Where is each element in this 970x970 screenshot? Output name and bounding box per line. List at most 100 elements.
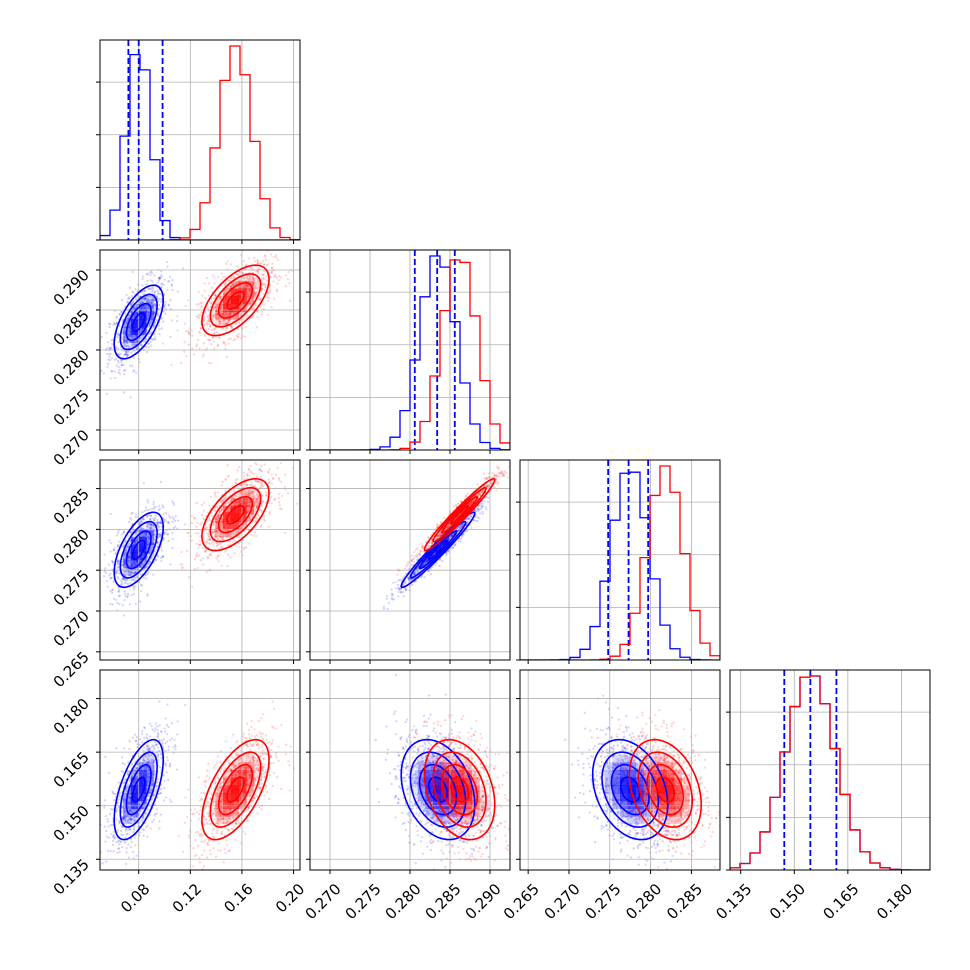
scatter-point bbox=[115, 598, 118, 602]
density-cell bbox=[207, 311, 216, 320]
scatter-point bbox=[203, 509, 206, 512]
scatter-point bbox=[132, 349, 135, 353]
density-cell bbox=[138, 296, 147, 305]
scatter-point bbox=[130, 539, 134, 542]
scatter-point bbox=[272, 255, 275, 258]
scatter-point bbox=[169, 335, 172, 338]
scatter-point bbox=[266, 299, 270, 302]
scatter-point bbox=[225, 262, 228, 265]
scatter-point bbox=[252, 291, 256, 294]
scatter-point bbox=[127, 554, 130, 557]
scatter-point bbox=[159, 306, 163, 309]
scatter-point bbox=[225, 322, 228, 325]
scatter-point bbox=[147, 342, 150, 345]
scatter-point bbox=[249, 525, 252, 528]
scatter-point bbox=[128, 315, 131, 318]
density-cell bbox=[130, 303, 139, 312]
scatter-point bbox=[191, 334, 194, 337]
scatter-point bbox=[206, 315, 209, 319]
scatter-point bbox=[203, 501, 206, 504]
scatter-point bbox=[460, 525, 463, 528]
scatter-point bbox=[218, 510, 221, 513]
scatter-point bbox=[161, 282, 164, 285]
scatter-point bbox=[132, 334, 135, 337]
scatter-point bbox=[261, 310, 264, 313]
scatter-point bbox=[147, 314, 150, 317]
scatter-point bbox=[150, 298, 153, 302]
scatter-point bbox=[231, 283, 235, 286]
density-cell bbox=[246, 288, 255, 297]
scatter-point bbox=[123, 369, 126, 372]
density-cell bbox=[456, 521, 465, 530]
scatter-point bbox=[174, 515, 177, 518]
scatter-point bbox=[116, 321, 119, 324]
scatter-point bbox=[110, 370, 114, 373]
scatter-point bbox=[167, 304, 170, 307]
scatter-point bbox=[232, 277, 235, 280]
scatter-point bbox=[152, 533, 155, 536]
scatter-point bbox=[219, 538, 222, 542]
scatter-point bbox=[152, 338, 156, 341]
density-cell bbox=[138, 311, 147, 320]
scatter-point bbox=[492, 474, 496, 477]
scatter-point bbox=[234, 482, 237, 485]
scatter-point bbox=[123, 339, 126, 342]
scatter-point bbox=[246, 283, 250, 286]
scatter-point bbox=[163, 303, 166, 306]
scatter-point bbox=[496, 465, 499, 469]
scatter-point bbox=[149, 526, 152, 529]
scatter-point bbox=[109, 550, 112, 553]
scatter-point bbox=[220, 306, 223, 309]
scatter-point bbox=[254, 496, 257, 499]
scatter-point bbox=[253, 504, 256, 508]
scatter-point bbox=[202, 517, 205, 521]
scatter-point bbox=[128, 520, 131, 524]
scatter-point bbox=[201, 546, 204, 549]
scatter-point bbox=[211, 274, 215, 277]
density-cell bbox=[230, 513, 239, 522]
scatter-point bbox=[153, 332, 156, 336]
scatter-point bbox=[238, 313, 241, 316]
scatter-point bbox=[246, 501, 249, 504]
scatter-point bbox=[119, 352, 122, 356]
scatter-point bbox=[150, 290, 154, 294]
scatter-point bbox=[113, 358, 116, 362]
scatter-point bbox=[205, 570, 208, 574]
scatter-point bbox=[125, 350, 128, 353]
scatter-point bbox=[141, 517, 145, 521]
scatter-point bbox=[146, 555, 149, 559]
scatter-point bbox=[121, 299, 124, 302]
scatter-point bbox=[131, 343, 134, 346]
scatter-point bbox=[243, 285, 246, 288]
scatter-point bbox=[265, 493, 268, 497]
scatter-point bbox=[208, 323, 211, 326]
scatter-point bbox=[125, 339, 128, 342]
density-cell bbox=[123, 342, 132, 351]
scatter-point bbox=[270, 275, 273, 279]
scatter-point bbox=[411, 558, 414, 561]
scatter-point bbox=[116, 566, 119, 570]
scatter-point bbox=[273, 242, 275, 244]
scatter-point bbox=[217, 554, 220, 557]
scatter-point bbox=[413, 573, 416, 576]
scatter-point bbox=[221, 535, 224, 539]
scatter-point bbox=[215, 544, 218, 548]
scatter-point bbox=[238, 279, 241, 282]
scatter-point bbox=[150, 299, 154, 302]
scatter-point bbox=[190, 521, 194, 525]
scatter-point bbox=[249, 470, 252, 473]
scatter-point bbox=[259, 509, 262, 512]
scatter-point bbox=[253, 278, 256, 282]
scatter-point bbox=[405, 588, 408, 591]
scatter-point bbox=[111, 343, 114, 346]
scatter-point bbox=[126, 317, 129, 320]
scatter-point bbox=[265, 279, 269, 283]
scatter-point bbox=[263, 288, 266, 292]
scatter-point bbox=[117, 341, 120, 344]
scatter-point bbox=[459, 525, 463, 528]
scatter-point bbox=[210, 286, 214, 289]
density-cell bbox=[130, 311, 139, 320]
scatter-point bbox=[254, 461, 257, 464]
scatter-point bbox=[407, 578, 410, 581]
scatter-point bbox=[151, 301, 154, 304]
